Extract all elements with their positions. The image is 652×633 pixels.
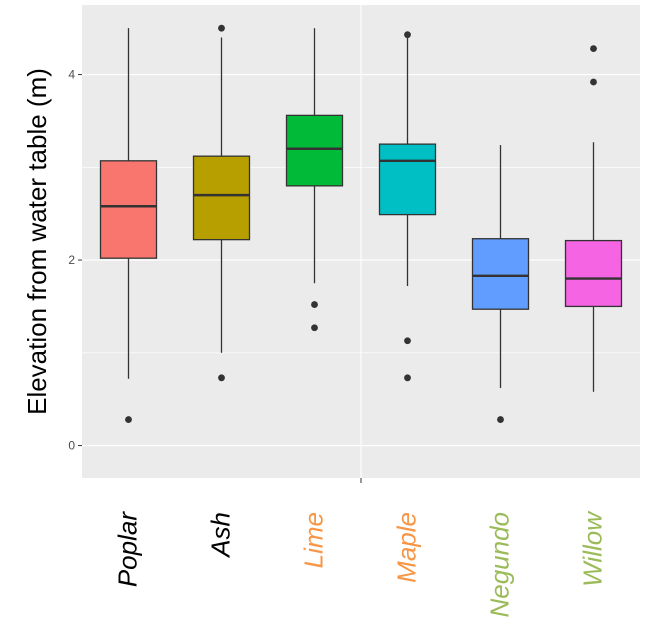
- box-maple: [378, 31, 437, 382]
- x-category-label: Negundo: [485, 512, 515, 618]
- box-lime: [285, 28, 344, 332]
- x-category-label: Ash: [206, 512, 236, 559]
- box-body: [192, 155, 251, 241]
- y-tick-label: 4: [68, 68, 75, 82]
- outlier-point: [497, 416, 504, 423]
- outlier-point: [125, 416, 132, 423]
- outlier-point: [590, 78, 597, 86]
- box-poplar: [99, 28, 158, 423]
- box-series: [99, 24, 623, 423]
- box-ash: [192, 24, 251, 382]
- y-tick-label: 2: [68, 253, 75, 267]
- outlier-point: [218, 24, 225, 32]
- box-willow: [564, 45, 623, 392]
- outlier-point: [404, 374, 411, 382]
- y-axis: 0 2 4: [68, 68, 82, 453]
- outlier-point: [404, 31, 411, 39]
- box-negundo: [471, 145, 530, 423]
- y-tick-label: 0: [68, 439, 75, 453]
- y-axis-title: Elevation from water table (m): [22, 68, 52, 415]
- outlier-point: [311, 301, 318, 308]
- x-category-label: Poplar: [113, 511, 143, 587]
- outlier-point: [590, 45, 597, 52]
- outlier-point: [218, 374, 225, 382]
- box-body: [471, 238, 530, 310]
- x-category-label: Maple: [392, 512, 422, 583]
- x-axis: Poplar Ash Lime Maple Negundo Willow: [113, 478, 608, 618]
- grid-lines: [82, 5, 640, 478]
- box-body: [378, 143, 437, 216]
- outlier-point: [404, 337, 411, 345]
- box-body: [99, 160, 158, 259]
- box-body: [285, 114, 344, 187]
- outlier-point: [311, 324, 318, 332]
- box-body: [564, 239, 623, 308]
- x-category-label: Lime: [299, 512, 329, 568]
- x-category-label: Willow: [578, 510, 608, 587]
